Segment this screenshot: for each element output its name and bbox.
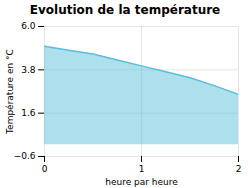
svg-text:heure par heure: heure par heure: [105, 177, 178, 187]
svg-text:3.8: 3.8: [21, 65, 36, 75]
html-text:Evolution de la température: Evolution de la température: [29, 3, 221, 17]
svg-text:1.6: 1.6: [21, 108, 36, 118]
svg-text:−0.6: −0.6: [14, 151, 36, 161]
svg-text:2: 2: [236, 164, 242, 174]
svg-text:1: 1: [139, 164, 145, 174]
svg-text:6.0: 6.0: [21, 21, 36, 31]
svg-text:0: 0: [42, 164, 48, 174]
svg-text:Température en °C: Température en °C: [5, 49, 15, 135]
